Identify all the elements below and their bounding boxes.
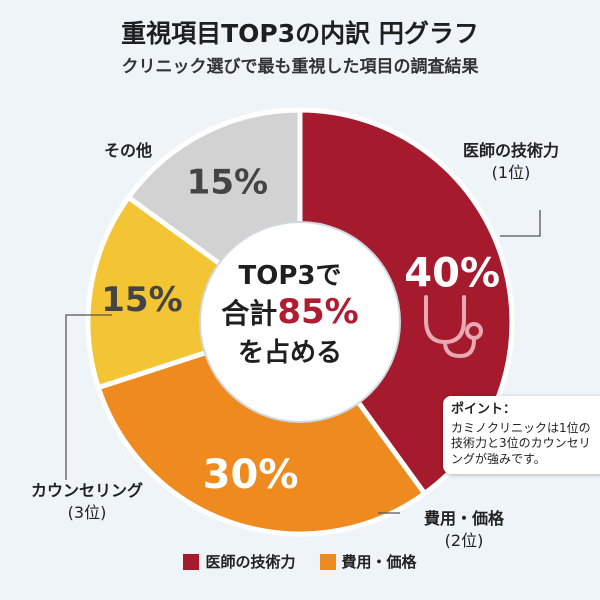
center-summary: TOP3で 合計85% を占める bbox=[221, 261, 359, 368]
chart-title: 重視項目TOP3の内訳 円グラフ bbox=[121, 19, 479, 48]
leader-line-doctor bbox=[500, 210, 541, 237]
pct-label-doctor: 40% bbox=[404, 251, 500, 297]
pct-label-other: 15% bbox=[187, 162, 268, 202]
legend: 医師の技術力 費用・価格 bbox=[0, 551, 600, 572]
legend-item-cost: 費用・価格 bbox=[319, 551, 417, 572]
slice-counseling bbox=[85, 193, 306, 391]
pct-label-cost: 30% bbox=[203, 452, 299, 498]
label-other: その他 bbox=[103, 141, 152, 160]
point-callout: ポイント： カミノクリニックは1位の技術力と3位のカウンセリングが強みです。 bbox=[443, 396, 600, 474]
donut-hole bbox=[199, 221, 401, 423]
pct-label-counseling: 15% bbox=[101, 280, 182, 320]
label-doctor: 医師の技術力 (1位) bbox=[462, 141, 559, 182]
slice-cost bbox=[95, 319, 429, 537]
legend-item-doctor: 医師の技術力 bbox=[183, 551, 296, 572]
stethoscope-icon bbox=[424, 295, 483, 359]
label-counseling: カウンセリング (3位) bbox=[30, 481, 143, 522]
chart-subtitle: クリニック選びで最も重視した項目の調査結果 bbox=[121, 57, 479, 77]
leader-line-counseling bbox=[65, 314, 112, 480]
label-cost: 費用・価格 (2位) bbox=[423, 509, 504, 550]
